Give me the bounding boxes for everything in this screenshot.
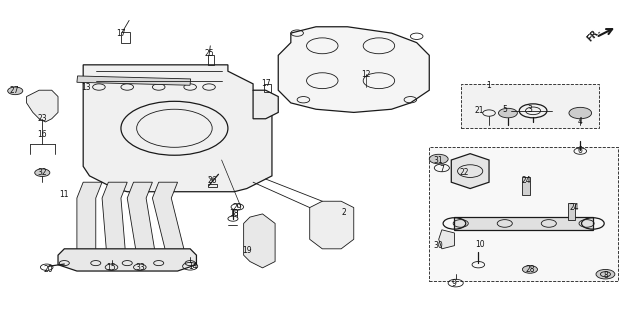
Text: 14: 14 (188, 262, 198, 271)
Circle shape (569, 107, 592, 119)
Text: 18: 18 (229, 209, 239, 219)
Text: 6: 6 (578, 146, 583, 155)
Polygon shape (244, 214, 275, 268)
Text: 9: 9 (452, 279, 457, 288)
Text: 17: 17 (261, 79, 270, 88)
Bar (461, 84, 599, 128)
Bar (264, 84, 270, 92)
Polygon shape (102, 182, 127, 261)
Text: 32: 32 (37, 168, 47, 177)
Polygon shape (83, 65, 272, 192)
Text: 5: 5 (502, 105, 507, 114)
Text: 22: 22 (459, 168, 468, 177)
Text: 8: 8 (603, 271, 608, 280)
Circle shape (596, 269, 615, 279)
Text: 25: 25 (204, 49, 214, 58)
Text: 24: 24 (569, 203, 579, 212)
Text: 27: 27 (9, 86, 19, 95)
Bar (208, 184, 217, 187)
Text: 33: 33 (135, 263, 145, 272)
Polygon shape (152, 182, 184, 261)
Bar (77, 76, 191, 85)
Text: 23: 23 (37, 114, 47, 123)
Text: 24: 24 (522, 176, 532, 185)
Text: 30: 30 (434, 241, 444, 250)
Text: 7: 7 (439, 165, 444, 174)
Polygon shape (310, 201, 354, 249)
Text: 11: 11 (59, 190, 69, 199)
Text: 17: 17 (116, 28, 126, 38)
Bar (208, 55, 214, 65)
Text: 13: 13 (82, 83, 91, 92)
Text: 10: 10 (475, 240, 484, 249)
Text: 4: 4 (578, 117, 583, 126)
Text: FR.: FR. (585, 26, 603, 43)
Polygon shape (77, 182, 102, 261)
Bar (454, 217, 593, 230)
Polygon shape (253, 90, 278, 119)
Text: 28: 28 (525, 265, 535, 274)
Bar (121, 32, 130, 43)
Text: 26: 26 (207, 176, 217, 185)
Text: 16: 16 (37, 130, 47, 139)
Circle shape (499, 108, 518, 118)
Polygon shape (439, 230, 454, 249)
Text: 12: 12 (362, 70, 371, 79)
Circle shape (8, 87, 23, 95)
Bar (523, 178, 530, 195)
Text: 19: 19 (242, 246, 252, 255)
Polygon shape (27, 90, 58, 122)
Text: 20: 20 (44, 265, 53, 274)
Text: 15: 15 (107, 263, 116, 272)
Circle shape (35, 169, 50, 177)
Polygon shape (58, 249, 197, 271)
Bar (568, 203, 575, 220)
Text: 2: 2 (342, 208, 347, 217)
Text: 21: 21 (475, 106, 484, 115)
Text: 31: 31 (434, 156, 444, 164)
Bar (429, 147, 618, 281)
Polygon shape (451, 154, 489, 188)
Text: 29: 29 (233, 203, 242, 212)
Text: 3: 3 (528, 105, 532, 114)
Polygon shape (278, 27, 429, 112)
Text: 1: 1 (487, 81, 492, 90)
Circle shape (429, 154, 448, 164)
Circle shape (523, 266, 537, 273)
Polygon shape (127, 182, 154, 261)
